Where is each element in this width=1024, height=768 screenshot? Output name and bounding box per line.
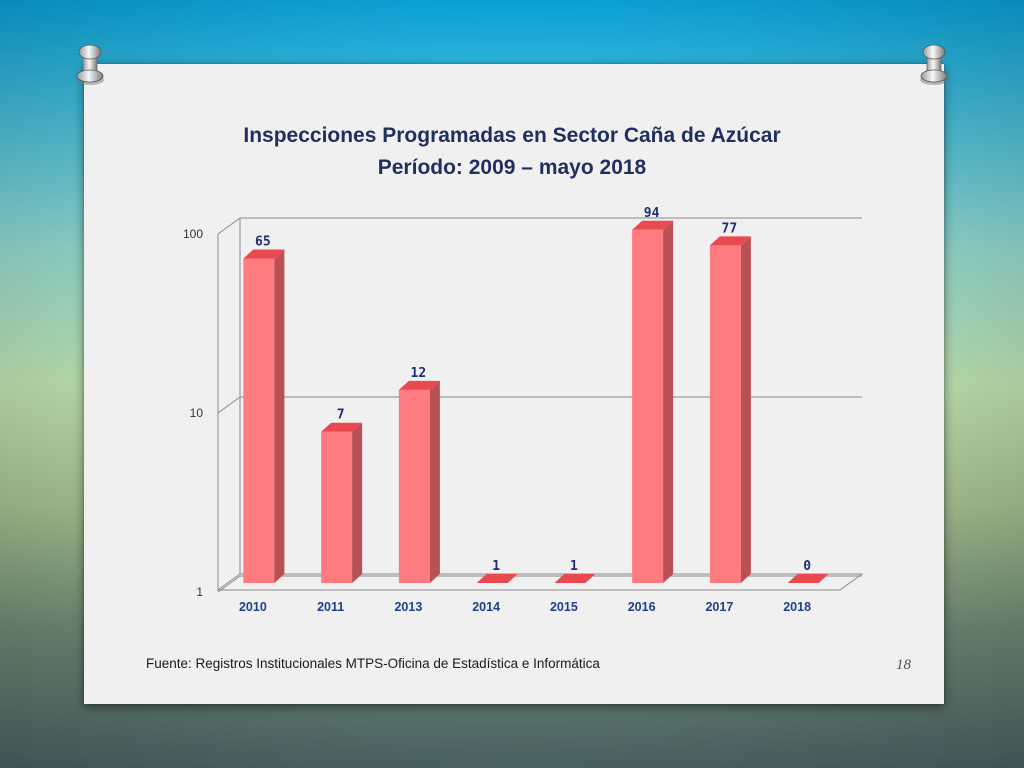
bar-2013: 12 2013 [394,366,440,614]
bar [243,258,275,583]
bar [709,245,741,583]
chart-title-line2: Período: 2009 – mayo 2018 [377,156,647,179]
data-label: 94 [644,206,660,221]
y-tick-label: 100 [183,227,203,241]
slide-card [84,64,944,704]
bar-top [476,574,518,583]
pushpin-icon-left [76,44,104,85]
gridline-side [217,217,241,235]
bar-top [243,249,285,259]
pushpin-icon-right [920,44,948,85]
data-label: 1 [492,559,500,574]
x-tick-label: 2010 [239,600,267,614]
chart-title-line1: Inspecciones Programadas en Sector Caña … [243,124,781,147]
bar-2014: 1 2014 [472,559,518,614]
data-label: 0 [803,559,811,574]
y-tick-label: 10 [190,406,204,420]
chart-floor [216,573,864,591]
data-label: 65 [255,234,271,249]
x-tick-label: 2013 [394,600,422,614]
bar-side [740,236,751,583]
x-tick-label: 2015 [550,600,578,614]
bar [632,229,664,583]
bar [398,389,430,583]
y-tick-label: 1 [196,585,203,599]
data-label: 7 [337,408,345,423]
bar-top [321,422,363,432]
bar-top [709,236,751,246]
gridline-side [217,396,241,414]
x-tick-label: 2016 [628,600,656,614]
x-tick-label: 2014 [472,600,500,614]
bar-side [429,380,440,583]
bar-2018: 0 2018 [783,559,829,614]
bar-2010: 65 2010 [239,234,285,614]
x-tick-label: 2017 [705,600,733,614]
bar-side [663,220,674,583]
data-label: 12 [411,366,427,381]
gridline-side [217,575,241,593]
x-tick-label: 2018 [783,600,811,614]
source-note: Fuente: Registros Institucionales MTPS-O… [146,656,600,671]
bar-side [274,249,285,583]
bar-2016: 94 2016 [628,206,674,614]
x-tick-label: 2011 [317,600,344,614]
bar-2017: 77 2017 [705,221,751,614]
bar-top [787,574,829,583]
bar-2015: 1 2015 [550,559,596,614]
bar-side [352,422,363,583]
gridlines [217,217,862,593]
bar [321,431,353,583]
bar-top [398,380,440,390]
bar-top [632,220,674,230]
data-label: 77 [722,221,738,236]
bar-2011: 7 2011 [317,408,363,614]
data-label: 1 [570,559,578,574]
page-number: 18 [896,657,911,673]
bar-top [554,574,596,583]
